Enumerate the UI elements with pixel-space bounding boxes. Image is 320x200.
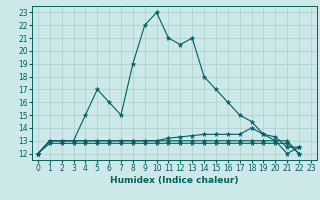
X-axis label: Humidex (Indice chaleur): Humidex (Indice chaleur) [110,176,239,185]
